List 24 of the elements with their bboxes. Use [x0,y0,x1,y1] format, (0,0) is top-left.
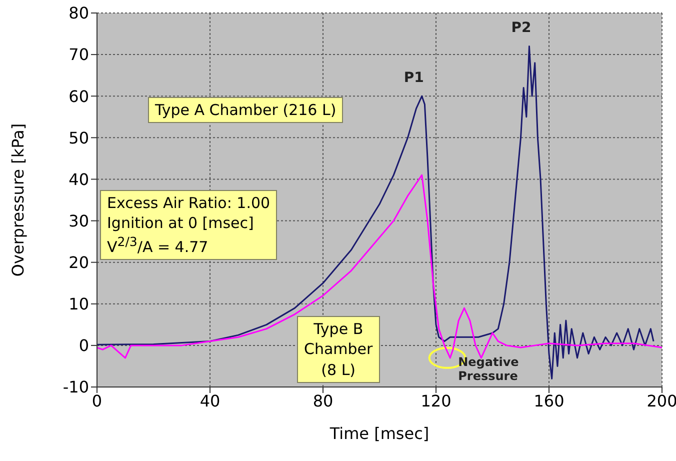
y-tick-label: 40 [68,170,89,189]
y-tick-label: 30 [68,211,89,230]
y-tick-label: 20 [68,253,89,272]
annotation: Type A Chamber (216 L) [155,100,336,120]
y-tick-label: 10 [68,294,89,314]
x-tick-label: 120 [420,391,452,410]
y-tick-label: 0 [78,336,89,356]
y-tick-label: 70 [68,45,89,64]
x-axis-title: Time [msec] [328,424,430,443]
x-tick-label: 80 [312,391,334,410]
x-tick-label: 0 [92,391,102,410]
annotation: P1 [404,70,424,86]
y-tick-label: 80 [68,4,89,23]
x-tick-label: 200 [646,391,676,410]
x-tick-label: 160 [534,391,564,410]
x-tick-label: 40 [200,391,220,410]
line-series [97,45,654,380]
y-tick-label: 60 [68,86,89,106]
y-axis-title: Overpressure [kPa] [8,123,28,277]
annotation: P2 [511,20,532,36]
annotation: Type B Chamber (8 L) [304,319,373,380]
y-tick-label: 50 [68,128,89,148]
annotation: Excess Air Ratio: 1.00 Ignition at 0 [msec] V$^{2/3}$/A = 4.77 [107,193,270,257]
y-tick-label: -10 [62,378,89,397]
